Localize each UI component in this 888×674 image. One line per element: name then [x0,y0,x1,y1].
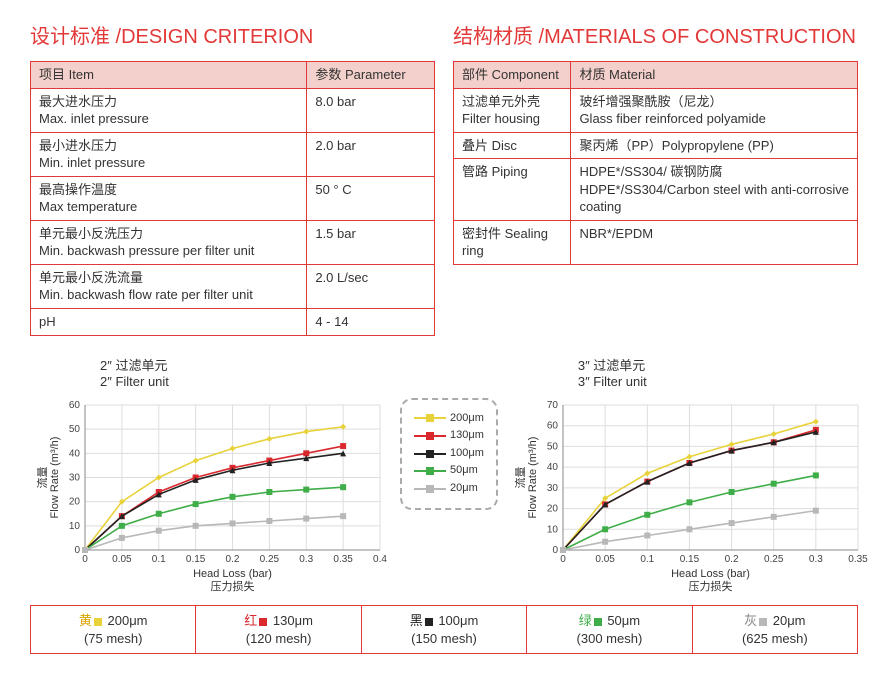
design-param: 4 - 14 [307,309,435,336]
materials-comp: 叠片 Disc [454,132,571,159]
svg-text:0: 0 [74,545,80,556]
legend-item: 50μm [414,462,484,480]
chart2-title-en: 3″ Filter unit [578,374,647,389]
mesh-cell: 黄 200μm(75 mesh) [31,606,196,653]
chart1-title-cn: 2″ 过滤单元 [100,358,167,373]
design-table: 项目 Item 参数 Parameter 最大进水压力Max. inlet pr… [30,61,435,336]
svg-text:0.2: 0.2 [724,554,738,565]
svg-text:0.15: 0.15 [680,554,700,565]
materials-mat: NBR*/EPDM [571,220,858,264]
svg-text:0.05: 0.05 [112,554,132,565]
mesh-cell: 红 130μm(120 mesh) [196,606,361,653]
mesh-cell: 黑 100μm(150 mesh) [362,606,527,653]
svg-text:60: 60 [69,400,81,411]
design-param: 2.0 bar [307,132,435,176]
design-param: 2.0 L/sec [307,264,435,308]
design-item: 单元最小反洗压力Min. backwash pressure per filte… [31,220,307,264]
svg-text:压力损失: 压力损失 [688,579,732,593]
materials-mat: 聚丙烯（PP）Polypropylene (PP) [571,132,858,159]
svg-text:0.3: 0.3 [299,554,313,565]
svg-text:0.25: 0.25 [764,554,784,565]
legend-item: 130μm [414,427,484,445]
mesh-cell: 绿 50μm(300 mesh) [527,606,692,653]
svg-text:0.15: 0.15 [186,554,206,565]
svg-text:压力损失: 压力损失 [211,579,255,593]
design-param: 1.5 bar [307,220,435,264]
svg-text:50: 50 [69,425,81,436]
svg-text:0.25: 0.25 [260,554,280,565]
materials-comp: 密封件 Sealing ring [454,220,571,264]
legend-item: 20μm [414,480,484,498]
svg-text:0.3: 0.3 [809,554,823,565]
design-head-param: 参数 Parameter [307,62,435,89]
design-item: 最小进水压力Min. inlet pressure [31,132,307,176]
materials-head-comp: 部件 Component [454,62,571,89]
materials-head-mat: 材质 Material [571,62,858,89]
materials-comp: 管路 Piping [454,159,571,221]
design-param: 50 ° C [307,176,435,220]
svg-text:20: 20 [547,504,559,515]
materials-title: 结构材质 /MATERIALS OF CONSTRUCTION [453,20,858,49]
materials-mat: HDPE*/SS304/ 碳钢防腐HDPE*/SS304/Carbon stee… [571,159,858,221]
svg-text:0: 0 [552,545,558,556]
svg-text:0: 0 [560,554,566,565]
materials-mat: 玻纤增强聚酰胺（尼龙）Glass fiber reinforced polyam… [571,88,858,132]
svg-text:70: 70 [547,400,559,411]
svg-text:0.35: 0.35 [333,554,353,565]
mesh-legend-row: 黄 200μm(75 mesh)红 130μm(120 mesh)黑 100μm… [30,605,858,654]
design-criterion-title: 设计标准 /DESIGN CRITERION [30,20,435,49]
svg-text:20: 20 [69,497,81,508]
svg-text:0.1: 0.1 [640,554,654,565]
svg-text:0.35: 0.35 [848,554,868,565]
design-param: 8.0 bar [307,88,435,132]
svg-text:10: 10 [69,521,81,532]
svg-text:0.1: 0.1 [152,554,166,565]
legend-item: 100μm [414,445,484,463]
svg-text:50: 50 [547,442,559,453]
svg-text:Head Loss (bar): Head Loss (bar) [671,568,750,580]
svg-text:0.2: 0.2 [226,554,240,565]
svg-text:流量Flow Rate (m³/h): 流量Flow Rate (m³/h) [35,437,61,519]
svg-text:30: 30 [547,483,559,494]
svg-text:0.05: 0.05 [595,554,615,565]
chart1-title-en: 2″ Filter unit [100,374,169,389]
svg-text:40: 40 [547,462,559,473]
materials-table: 部件 Component 材质 Material 过滤单元外壳Filter ho… [453,61,858,265]
chart-3inch: 3″ 过滤单元 3″ Filter unit 0 10 20 30 40 50 60 70 0 0… [508,358,868,596]
svg-text:0.4: 0.4 [373,554,387,565]
svg-text:60: 60 [547,421,559,432]
materials-comp: 过滤单元外壳Filter housing [454,88,571,132]
svg-text:40: 40 [69,449,81,460]
design-item: pH [31,309,307,336]
chart-2inch: 2″ 过滤单元 2″ Filter unit 0 10 20 30 40 50 60 0 0.0… [30,358,390,596]
design-item: 单元最小反洗流量Min. backwash flow rate per filt… [31,264,307,308]
svg-text:30: 30 [69,473,81,484]
legend-item: 200μm [414,410,484,428]
chart2-title-cn: 3″ 过滤单元 [578,358,645,373]
design-head-item: 项目 Item [31,62,307,89]
design-item: 最大进水压力Max. inlet pressure [31,88,307,132]
svg-text:0: 0 [82,554,88,565]
svg-text:流量Flow Rate (m³/h): 流量Flow Rate (m³/h) [513,437,539,519]
design-item: 最高操作温度Max temperature [31,176,307,220]
mesh-cell: 灰 20μm(625 mesh) [693,606,857,653]
series-legend: 200μm 130μm 100μm 50μm 20μm [400,398,498,510]
svg-text:10: 10 [547,525,559,536]
svg-text:Head Loss (bar): Head Loss (bar) [193,568,272,580]
